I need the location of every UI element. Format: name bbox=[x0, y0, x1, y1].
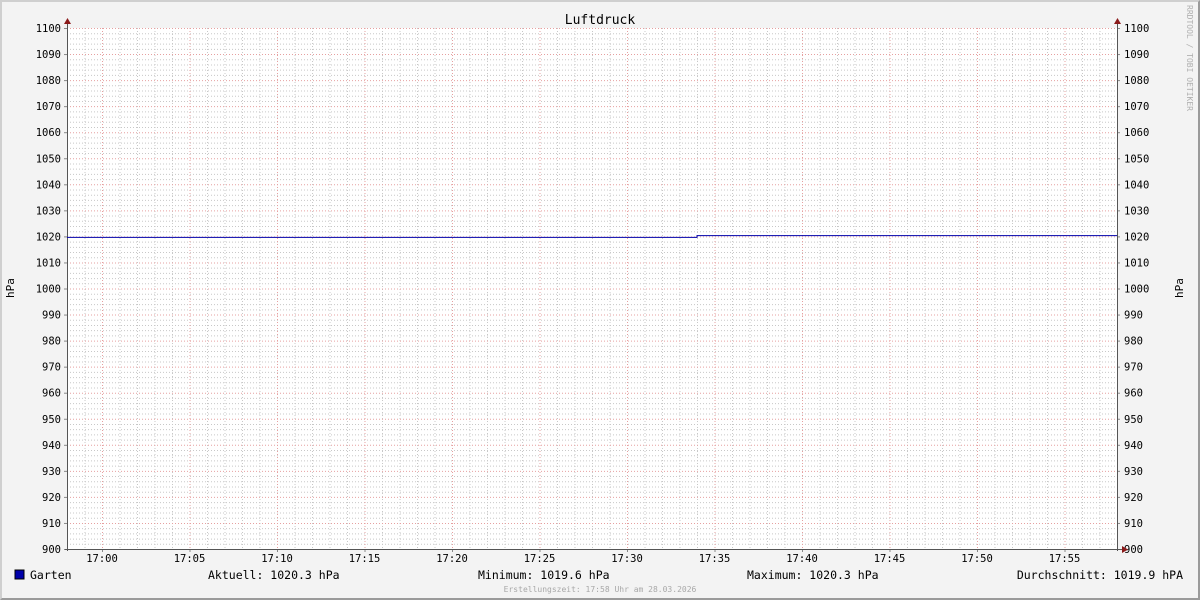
y-tick-label-right: 950 bbox=[1124, 414, 1143, 426]
y-tick-label-right: 970 bbox=[1124, 362, 1143, 374]
legend-minimum: Minimum: 1019.6 hPa bbox=[478, 568, 610, 582]
y-tick-label-right: 1060 bbox=[1124, 127, 1149, 139]
arrow-up-icon bbox=[64, 18, 71, 24]
x-tick-label: 17:15 bbox=[349, 553, 381, 565]
x-tick-label: 17:45 bbox=[874, 553, 906, 565]
y-tick-label-left: 1000 bbox=[36, 284, 61, 296]
y-tick-label-right: 940 bbox=[1124, 440, 1143, 452]
y-tick-label-right: 980 bbox=[1124, 336, 1143, 348]
footer-timestamp: Erstellungszeit: 17:58 Uhr am 28.03.2026 bbox=[504, 585, 697, 594]
y-tick-label-right: 1020 bbox=[1124, 231, 1149, 243]
y-tick-label-left: 1050 bbox=[36, 153, 61, 165]
y-tick-label-right: 990 bbox=[1124, 310, 1143, 322]
y-tick-label-left: 1020 bbox=[36, 231, 61, 243]
legend-average: Durchschnitt: 1019.9 hPA bbox=[1017, 568, 1183, 582]
y-tick-label-right: 1100 bbox=[1124, 23, 1149, 35]
y-tick-label-left: 920 bbox=[42, 492, 61, 504]
y-tick-label-left: 1030 bbox=[36, 205, 61, 217]
y-tick-label-right: 1030 bbox=[1124, 205, 1149, 217]
x-tick-label: 17:35 bbox=[699, 553, 731, 565]
chart-title: Luftdruck bbox=[565, 13, 636, 28]
x-tick-label: 17:50 bbox=[961, 553, 993, 565]
arrow-up-icon bbox=[1114, 18, 1121, 24]
legend-swatch-garten bbox=[14, 569, 25, 580]
y-tick-label-left: 1010 bbox=[36, 257, 61, 269]
legend-series-label: Garten bbox=[30, 568, 72, 582]
x-tick-label: 17:40 bbox=[786, 553, 818, 565]
series-line-garten bbox=[67, 235, 1117, 238]
y-tick-label-right: 1010 bbox=[1124, 257, 1149, 269]
y-tick-label-right: 1070 bbox=[1124, 101, 1149, 113]
y-tick-label-left: 1100 bbox=[36, 23, 61, 35]
y-tick-label-left: 990 bbox=[42, 310, 61, 322]
y-tick-label-right: 1050 bbox=[1124, 153, 1149, 165]
y-tick-label-right: 1000 bbox=[1124, 284, 1149, 296]
y-tick-label-left: 950 bbox=[42, 414, 61, 426]
y-tick-label-left: 1060 bbox=[36, 127, 61, 139]
x-tick-label: 17:05 bbox=[174, 553, 206, 565]
y-tick-label-right: 900 bbox=[1124, 544, 1143, 556]
y-tick-label-left: 960 bbox=[42, 388, 61, 400]
x-tick-label: 17:20 bbox=[436, 553, 468, 565]
x-tick-label: 17:10 bbox=[261, 553, 293, 565]
y-tick-label-left: 930 bbox=[42, 466, 61, 478]
axes: 900 900 910 910 920 920 930 930 940 940 950 950 960 9… bbox=[36, 18, 1149, 565]
grid bbox=[67, 28, 1118, 550]
y-tick-label-right: 960 bbox=[1124, 388, 1143, 400]
y-axis-label-right: hPa bbox=[1173, 278, 1186, 298]
y-tick-label-left: 1080 bbox=[36, 75, 61, 87]
y-tick-label-right: 910 bbox=[1124, 518, 1143, 530]
y-tick-label-left: 1040 bbox=[36, 179, 61, 191]
y-tick-label-right: 920 bbox=[1124, 492, 1143, 504]
series bbox=[67, 235, 1117, 238]
y-tick-label-left: 970 bbox=[42, 362, 61, 374]
y-tick-label-right: 1090 bbox=[1124, 49, 1149, 61]
y-tick-label-right: 1040 bbox=[1124, 179, 1149, 191]
y-axis-label-left: hPa bbox=[4, 278, 17, 298]
y-tick-label-left: 1090 bbox=[36, 49, 61, 61]
y-tick-label-left: 1070 bbox=[36, 101, 61, 113]
x-tick-label: 17:25 bbox=[524, 553, 556, 565]
y-tick-label-right: 1080 bbox=[1124, 75, 1149, 87]
x-tick-label: 17:00 bbox=[86, 553, 118, 565]
watermark: RRDTOOL / TOBI OETIKER bbox=[1185, 5, 1194, 111]
x-tick-label: 17:30 bbox=[611, 553, 643, 565]
x-tick-label: 17:55 bbox=[1049, 553, 1081, 565]
legend-maximum: Maximum: 1020.3 hPa bbox=[747, 568, 879, 582]
arrow-right-icon bbox=[1122, 546, 1128, 553]
y-tick-label-right: 930 bbox=[1124, 466, 1143, 478]
legend-current: Aktuell: 1020.3 hPa bbox=[208, 568, 340, 582]
y-tick-label-left: 910 bbox=[42, 518, 61, 530]
y-tick-label-left: 900 bbox=[42, 544, 61, 556]
y-tick-label-left: 980 bbox=[42, 336, 61, 348]
y-tick-label-left: 940 bbox=[42, 440, 61, 452]
